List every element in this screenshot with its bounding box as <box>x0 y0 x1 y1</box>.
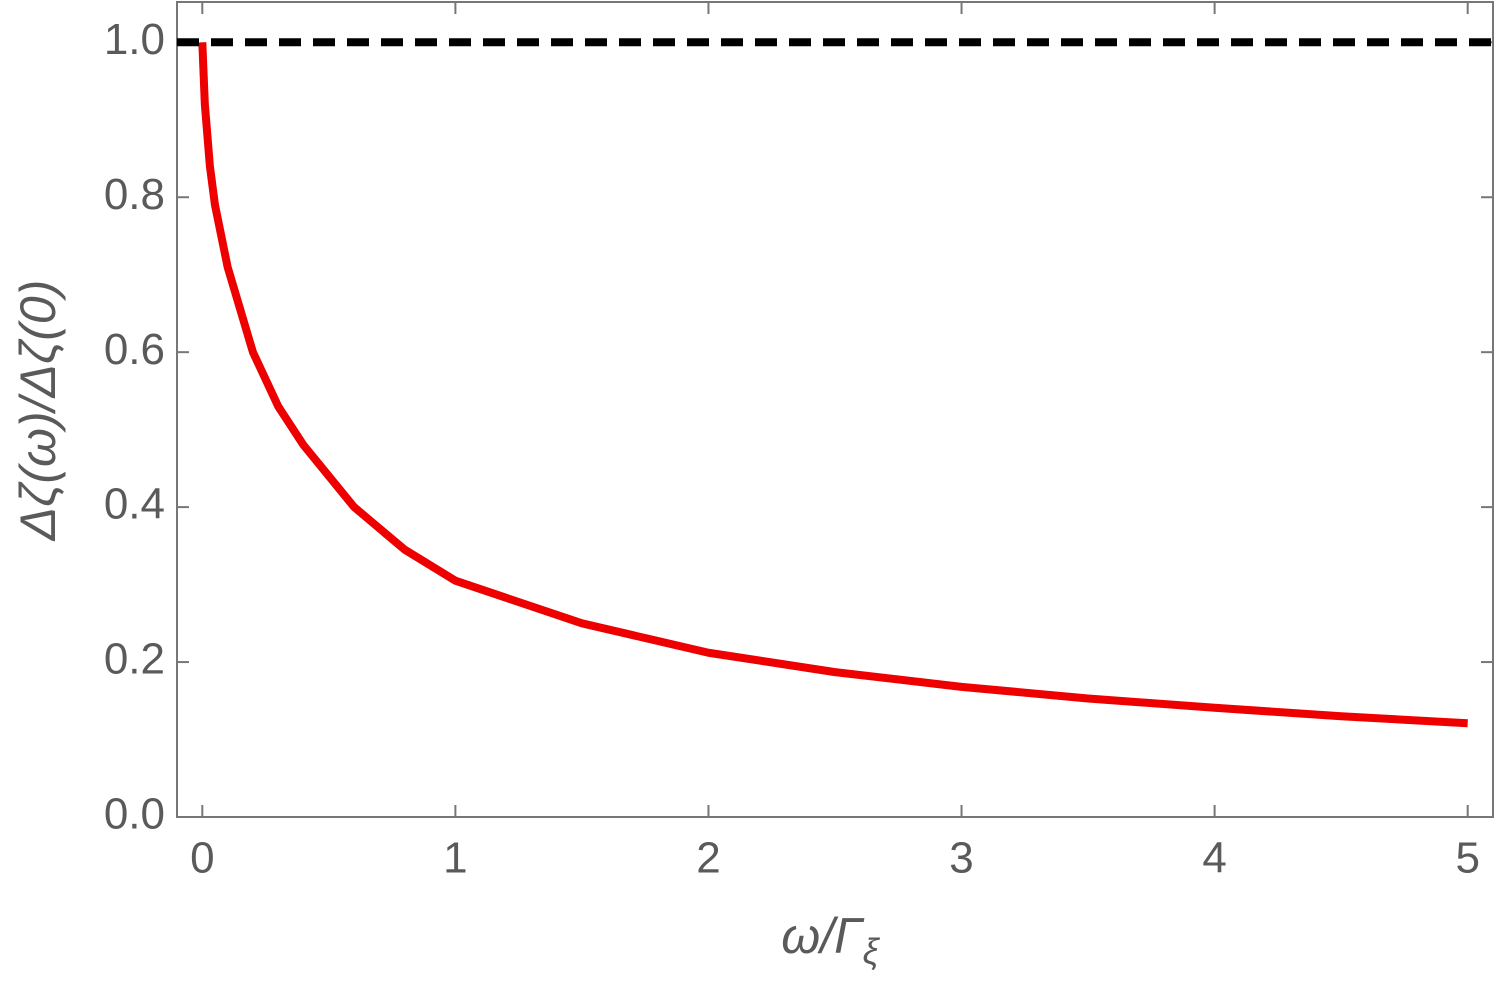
x-tick-label: 3 <box>949 834 973 883</box>
y-tick-label: 0.2 <box>104 635 165 684</box>
x-tick-label: 5 <box>1455 834 1479 883</box>
y-tick-label: 0.4 <box>104 480 165 529</box>
curve <box>198 42 1468 728</box>
x-label-main: ω/Γ <box>781 908 865 964</box>
y-tick-label: 0.8 <box>104 170 165 219</box>
plot-frame <box>176 1 1494 818</box>
x-tick-label: 4 <box>1202 834 1226 883</box>
x-tick-label: 1 <box>443 834 467 883</box>
x-tick-label: 0 <box>190 834 214 883</box>
x-axis-label: ω/Γξ <box>781 908 880 971</box>
y-tick-label: 1.0 <box>104 15 165 64</box>
x-label-subscript: ξ <box>863 931 881 972</box>
x-tick-label: 2 <box>696 834 720 883</box>
y-tick-label: 0.0 <box>104 790 165 839</box>
y-axis-label: Δζ(ω)/Δζ(0) <box>10 280 66 542</box>
y-tick-label: 0.6 <box>104 325 165 374</box>
